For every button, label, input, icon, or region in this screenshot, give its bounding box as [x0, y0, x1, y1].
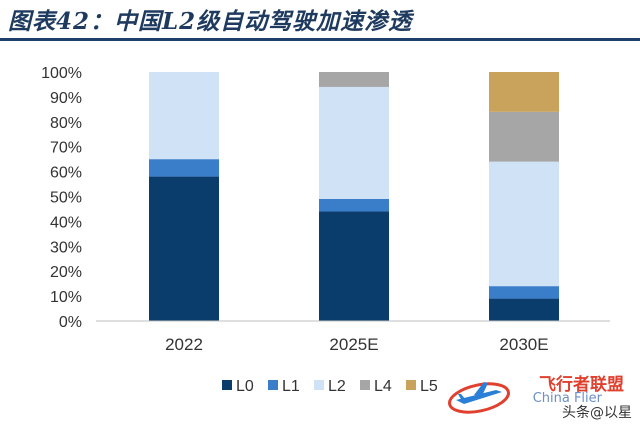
legend-item-l0: L0 — [222, 378, 254, 395]
bar-segment-l0-2030e — [489, 298, 559, 321]
x-tick-label: 2022 — [165, 335, 203, 354]
legend-item-l1: L1 — [268, 378, 300, 395]
x-axis: 2022 2025E 2030E — [165, 335, 549, 354]
y-tick-label: 30% — [50, 239, 82, 256]
legend-label: L0 — [236, 378, 254, 395]
watermark-logo-text: 飞行者联盟 — [539, 375, 624, 395]
legend-swatch — [314, 380, 324, 390]
bar-segment-l1-2022 — [149, 159, 219, 177]
bar-segment-l4-2025e — [319, 72, 389, 87]
title-divider — [0, 38, 640, 41]
legend-label: L1 — [282, 378, 300, 395]
watermark: 飞行者联盟 China Flier 头条@以星 — [444, 368, 632, 426]
legend-swatch — [268, 380, 278, 390]
y-tick-label: 0% — [59, 314, 82, 331]
watermark-author: 头条@以星 — [562, 405, 632, 421]
y-tick-label: 70% — [50, 140, 82, 157]
legend-swatch — [406, 380, 416, 390]
watermark-sub-text: China Flier — [532, 391, 602, 406]
y-tick-label: 60% — [50, 165, 82, 182]
x-tick-label: 2030E — [499, 335, 548, 354]
legend-label: L2 — [328, 378, 346, 395]
y-tick-label: 90% — [50, 90, 82, 107]
y-tick-label: 40% — [50, 214, 82, 231]
legend-item-l4: L4 — [360, 378, 392, 395]
legend-label: L5 — [420, 378, 438, 395]
x-tick-label: 2025E — [329, 335, 378, 354]
bar-segment-l2-2030e — [489, 161, 559, 287]
legend-swatch — [360, 380, 370, 390]
y-tick-label: 10% — [50, 289, 82, 306]
legend: L0 L1 L2 L4 L5 — [222, 378, 438, 395]
legend-label: L4 — [374, 378, 392, 395]
y-axis: 0% 10% 20% 30% 40% 50% 60% 70% 80% 90% 100% — [41, 65, 82, 331]
legend-item-l2: L2 — [314, 378, 346, 395]
bar-segment-l0-2025e — [319, 211, 389, 321]
bar-segment-l4-2030e — [489, 111, 559, 162]
bars — [149, 72, 559, 321]
bar-segment-l2-2025e — [319, 86, 389, 199]
y-tick-label: 20% — [50, 264, 82, 281]
bar-segment-l1-2030e — [489, 286, 559, 299]
bar-segment-l0-2022 — [149, 176, 219, 321]
bar-segment-l1-2025e — [319, 198, 389, 212]
y-tick-label: 50% — [50, 190, 82, 207]
chart-title: 图表42：中国L2级自动驾驶加速渗透 — [8, 8, 413, 35]
legend-swatch — [222, 380, 232, 390]
airplane-logo-icon — [448, 382, 510, 414]
bar-segment-l2-2022 — [149, 72, 219, 160]
y-tick-label: 100% — [41, 65, 82, 82]
legend-item-l5: L5 — [406, 378, 438, 395]
y-tick-label: 80% — [50, 115, 82, 132]
bar-segment-l5-2030e — [489, 72, 559, 112]
